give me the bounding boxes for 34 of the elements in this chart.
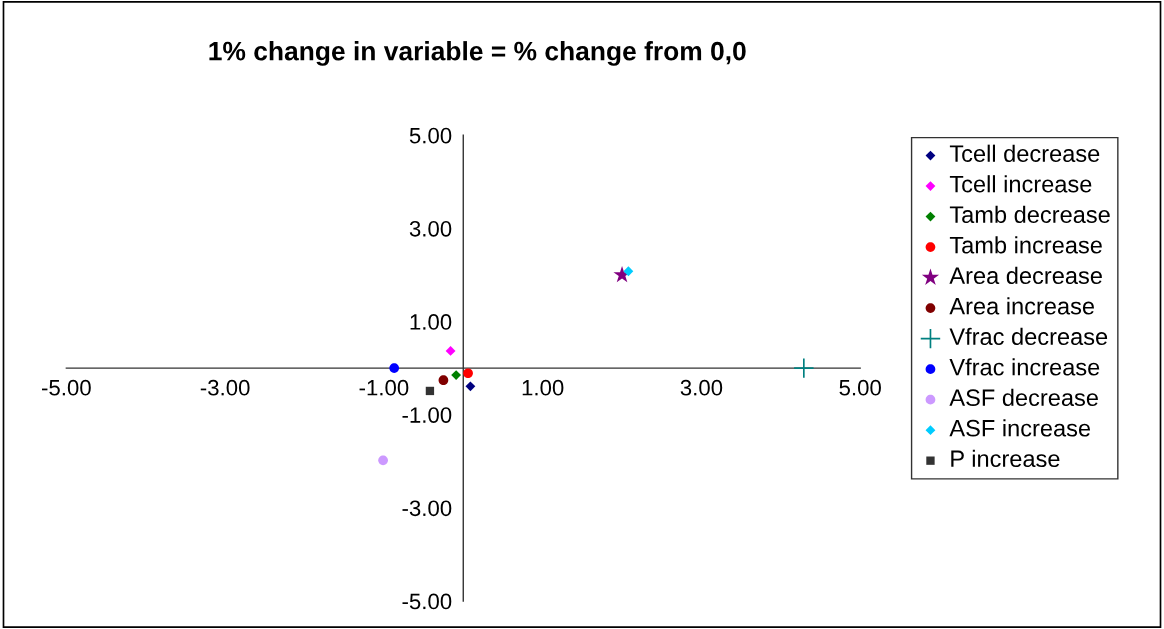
y-tick-label: 1.00 [410, 314, 452, 330]
y-tick-label: 5.00 [409, 127, 452, 144]
point [451, 370, 462, 381]
point [378, 455, 388, 466]
y-tick-label: 3.00 [409, 220, 452, 237]
point [445, 345, 456, 356]
legend-label: ASF decrease [949, 388, 1098, 407]
point [623, 266, 634, 277]
legend-label: Tamb increase [949, 236, 1102, 254]
legend-label: Tcell increase [949, 175, 1092, 193]
y-tick-label: -5.00 [402, 593, 452, 610]
x-tick-label: 3.00 [680, 379, 723, 396]
legend-label: Vfrac increase [949, 358, 1100, 376]
legend-label: ASF increase [949, 419, 1091, 437]
chart-title: 1% change in variable = % change from 0,0 [209, 41, 746, 66]
y-tick-label: -1.00 [402, 407, 452, 423]
point [465, 381, 476, 392]
legend-label: Tcell decrease [949, 144, 1100, 162]
legend-label: Tamb decrease [949, 205, 1110, 224]
point [389, 363, 400, 373]
x-tick-label: -1.00 [359, 379, 409, 396]
y-tick-label: -3.00 [402, 500, 452, 517]
point [463, 368, 473, 379]
x-tick-label: -5.00 [42, 379, 91, 396]
x-tick-label: -3.00 [200, 379, 250, 396]
legend-label: Area increase [949, 297, 1094, 315]
point [793, 357, 815, 379]
x-tick-label: 1.00 [522, 379, 564, 396]
legend-label: Area decrease [949, 266, 1102, 285]
legend-label: Vfrac decrease [949, 327, 1108, 346]
x-tick-label: 5.00 [839, 379, 881, 396]
point [438, 375, 449, 386]
point [425, 386, 435, 396]
legend-label: P increase [951, 449, 1060, 468]
